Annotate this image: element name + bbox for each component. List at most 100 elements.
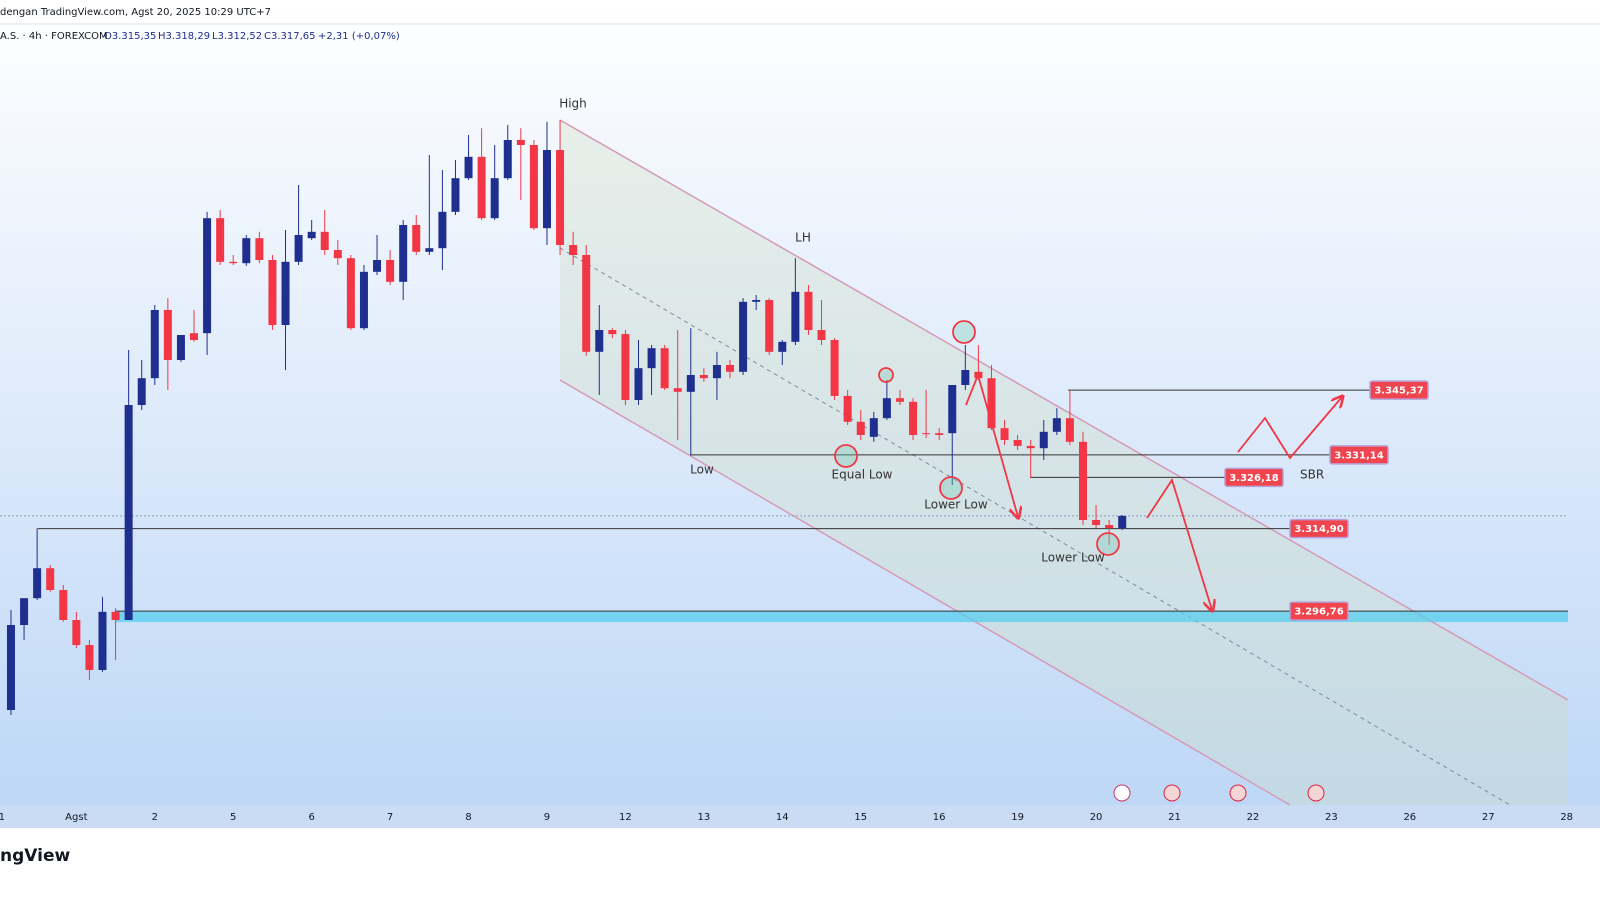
candle-body (765, 300, 774, 352)
candle-body (320, 231, 329, 250)
candle-body (752, 300, 761, 302)
candle-body (922, 433, 931, 435)
candle-body (712, 365, 721, 379)
header-source: dengan TradingView.com, Agst 20, 2025 10… (0, 7, 271, 18)
level-label-box (1289, 518, 1349, 539)
candle-body (595, 330, 604, 352)
candle-body (98, 611, 107, 670)
annotation: Equal Low (832, 468, 893, 482)
candle-body (190, 333, 199, 340)
candle-body (804, 291, 813, 330)
candle-body (111, 611, 120, 620)
candle-body (464, 156, 473, 179)
x-tick-label: 12 (619, 812, 632, 823)
candle-body (961, 370, 970, 385)
x-tick-label: 13 (697, 812, 710, 823)
level-label: 3.314,90 (1294, 524, 1343, 535)
candle-body (660, 348, 669, 389)
candle-body (294, 235, 303, 262)
candle-body (33, 568, 42, 599)
candle-body (438, 211, 447, 249)
marker-circle (939, 476, 963, 500)
marker-circle (952, 320, 976, 344)
level-label: 3.345,37 (1374, 386, 1423, 397)
channel-fill (560, 120, 1568, 805)
candle-body (451, 178, 460, 212)
candle-body (647, 348, 656, 369)
arrow (1146, 477, 1212, 610)
annotation: Low (690, 463, 714, 477)
x-tick-label: 16 (933, 812, 946, 823)
candle-body (1105, 525, 1114, 529)
event-icon (1307, 784, 1325, 802)
candle-body (399, 225, 408, 282)
candle-body (268, 260, 277, 325)
candle-body (948, 385, 957, 434)
x-tick-label: 1 (0, 812, 5, 823)
event-icon (1113, 784, 1131, 802)
x-tick-label: 22 (1247, 812, 1260, 823)
candle-body (739, 301, 748, 372)
header-ohlc: A.S. · 4h · FOREXCOM O3.315,35 H3.318,29… (0, 31, 400, 42)
candle-body (85, 645, 94, 670)
candle-body (150, 310, 159, 379)
candle-body (490, 178, 499, 219)
x-tick-label: 5 (230, 812, 236, 823)
x-tick-label: 26 (1403, 812, 1416, 823)
x-tick-label: 14 (776, 812, 789, 823)
candle-body (386, 260, 395, 282)
symbol: A.S. · 4h · FOREXCOM (0, 31, 108, 42)
event-icon (1163, 784, 1181, 802)
candle-body (569, 245, 578, 255)
levels: 3.345,37 3.331,14 3.326,18 3.314,90 3.296,76 (0, 380, 1568, 623)
candle-body (699, 375, 708, 379)
candle-body (255, 238, 264, 260)
candle-body (425, 248, 434, 252)
annotation: Lower Low (924, 498, 988, 512)
candle-body (1052, 418, 1061, 432)
level-label-box (1329, 445, 1389, 465)
candle-body (333, 250, 342, 259)
candle-body (791, 291, 800, 342)
level-label: 3.296,76 (1294, 607, 1343, 618)
candle-body (1013, 440, 1022, 446)
candle-body (882, 398, 891, 419)
x-axis-strip (0, 805, 1600, 828)
level-label: 3.331,14 (1334, 450, 1383, 461)
candle-body (59, 590, 68, 620)
candle-body (1078, 441, 1087, 520)
level-label-box (1289, 601, 1349, 621)
candle-body (6, 625, 15, 710)
candle-body (778, 341, 787, 352)
x-axis: 1 Agst 2 5 6 7 8 9 12 13 14 15 16 19 20 21 22 23 26 27 28 (0, 812, 1573, 823)
channel-lower (559, 379, 1291, 806)
annotations: High LH Low Equal Low Lower Low Lower Low SBR (559, 97, 1324, 565)
event-icon (1229, 784, 1247, 802)
level-label-box (1369, 380, 1429, 400)
candle-body (582, 255, 591, 352)
candle-body (281, 261, 290, 325)
candle-body (1026, 445, 1035, 449)
arrow (965, 372, 1018, 517)
x-tick-label: 8 (465, 812, 471, 823)
candle-body (529, 145, 538, 229)
candle-body (229, 261, 238, 264)
annotation: High (559, 97, 587, 111)
level-label-box (1224, 467, 1284, 488)
x-tick-label: 28 (1560, 812, 1573, 823)
candle-body (307, 231, 316, 239)
candle-body (634, 368, 643, 400)
candle-body (124, 405, 133, 620)
plot-background (0, 0, 1600, 828)
channel (559, 119, 1569, 806)
candle-body (830, 340, 839, 396)
candle-body (556, 150, 565, 245)
marker-circle (1096, 532, 1120, 556)
brand: ngView (0, 846, 70, 866)
x-tick-label: 20 (1090, 812, 1103, 823)
candle-body (359, 271, 368, 329)
candle-body (477, 156, 486, 219)
candle-body (895, 398, 904, 402)
